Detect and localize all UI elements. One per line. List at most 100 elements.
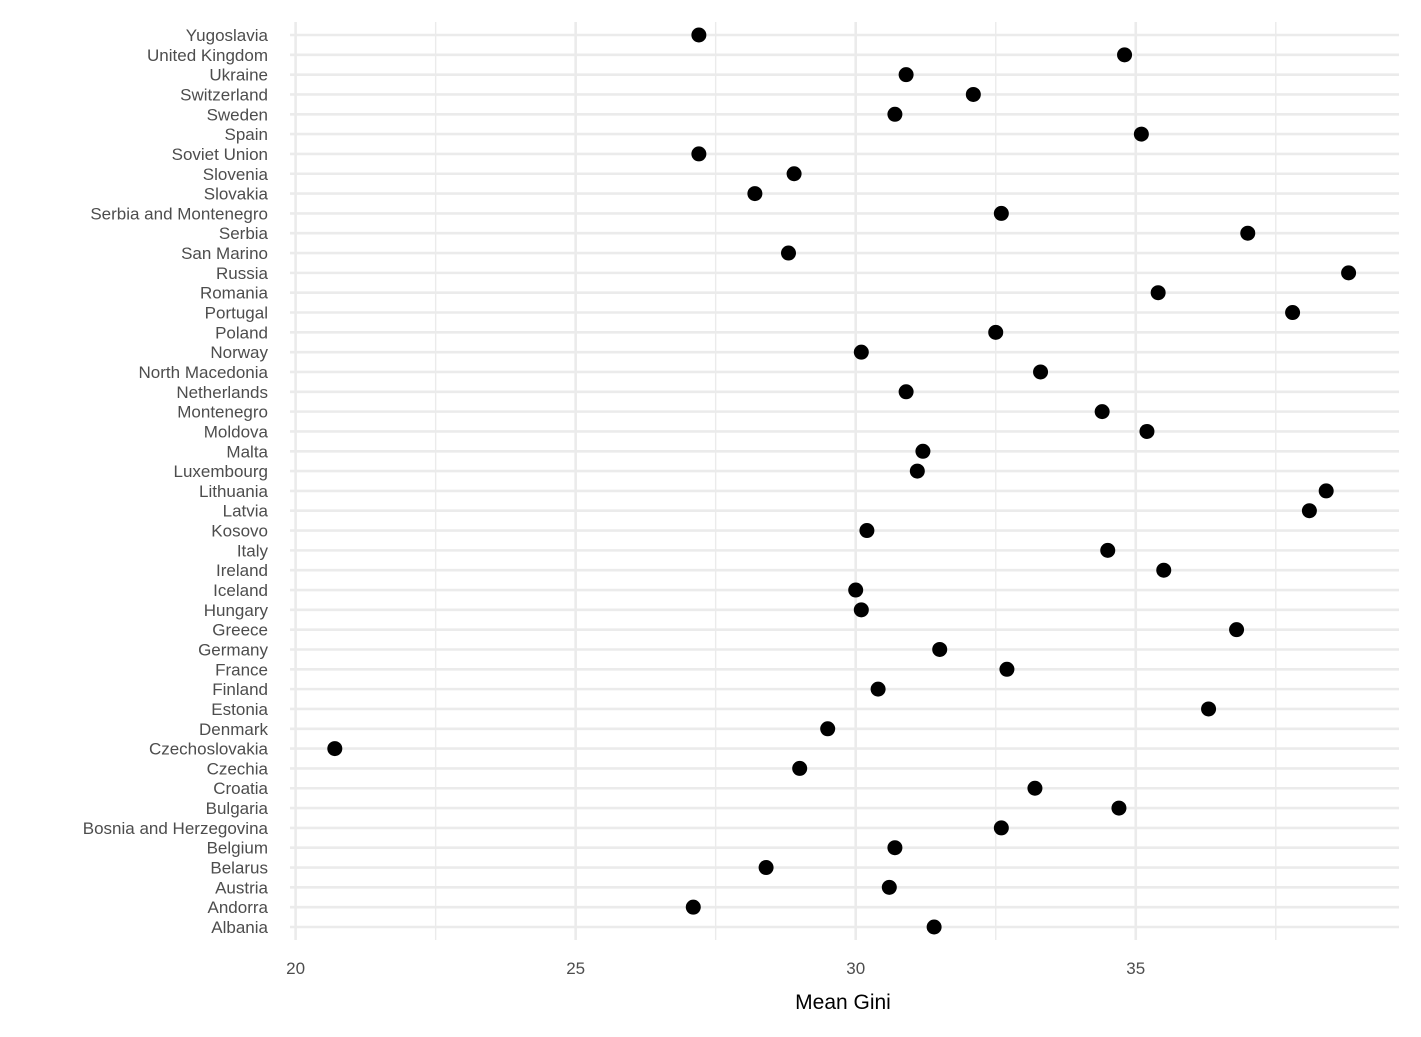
y-tick-label: Russia (216, 264, 269, 283)
data-point (1117, 47, 1133, 63)
data-point (926, 919, 942, 935)
data-point (1150, 285, 1166, 301)
data-points (327, 27, 1357, 935)
y-tick-label: Bosnia and Herzegovina (83, 819, 269, 838)
data-point (898, 384, 914, 400)
y-tick-label: Latvia (223, 502, 269, 521)
y-tick-label: Andorra (208, 898, 269, 917)
data-point (870, 681, 886, 697)
y-tick-label: Serbia and Montenegro (90, 204, 268, 223)
data-point (853, 602, 869, 618)
data-point (1156, 562, 1172, 578)
y-tick-label: Austria (215, 878, 268, 897)
data-point (1100, 542, 1116, 558)
data-point (820, 721, 836, 737)
data-point (758, 860, 774, 876)
y-tick-label: Albania (211, 918, 268, 937)
data-point (1133, 126, 1149, 142)
data-point (859, 523, 875, 539)
y-tick-label: Iceland (213, 581, 268, 600)
y-tick-label: Soviet Union (172, 145, 268, 164)
data-point (1111, 800, 1127, 816)
x-axis-title: Mean Gini (795, 991, 891, 1014)
y-tick-label: Sweden (207, 105, 268, 124)
data-point (993, 820, 1009, 836)
y-tick-label: Kosovo (211, 522, 268, 541)
data-point (993, 205, 1009, 221)
y-tick-label: Slovenia (203, 165, 269, 184)
data-point (786, 166, 802, 182)
y-tick-label: Romania (200, 284, 269, 303)
y-axis-labels: AlbaniaAndorraAustriaBelarusBelgiumBosni… (83, 26, 269, 937)
y-tick-label: Hungary (204, 601, 269, 620)
y-tick-label: Germany (198, 640, 268, 659)
data-point (965, 86, 981, 102)
data-point (1285, 305, 1301, 321)
data-point (685, 899, 701, 915)
y-tick-label: Moldova (204, 422, 269, 441)
grid-layer (290, 22, 1399, 940)
x-tick-label: 35 (1126, 959, 1145, 978)
y-tick-label: Italy (237, 541, 269, 560)
y-tick-label: Lithuania (199, 482, 269, 501)
data-point (1027, 780, 1043, 796)
x-tick-label: 25 (566, 959, 585, 978)
data-point (898, 67, 914, 83)
y-tick-label: Czechia (207, 759, 269, 778)
y-tick-label: Belgium (207, 839, 268, 858)
y-tick-label: Montenegro (177, 403, 268, 422)
y-tick-label: Netherlands (176, 383, 268, 402)
y-tick-label: Yugoslavia (186, 26, 269, 45)
y-tick-label: Belarus (210, 859, 268, 878)
y-tick-label: Portugal (205, 304, 268, 323)
y-tick-label: Malta (226, 442, 268, 461)
y-tick-label: Poland (215, 323, 268, 342)
y-tick-label: United Kingdom (147, 46, 268, 65)
data-point (848, 582, 864, 598)
y-tick-label: Bulgaria (206, 799, 269, 818)
data-point (1094, 404, 1110, 420)
y-tick-label: Slovakia (204, 185, 269, 204)
data-point (691, 146, 707, 162)
data-point (691, 27, 707, 43)
data-point (988, 324, 1004, 340)
data-point (887, 840, 903, 856)
data-point (1139, 423, 1155, 439)
data-point (780, 245, 796, 261)
y-tick-label: Switzerland (180, 85, 268, 104)
y-tick-label: Luxembourg (173, 462, 268, 481)
y-tick-label: Estonia (211, 700, 268, 719)
y-tick-label: Denmark (199, 720, 268, 739)
y-tick-label: Ireland (216, 561, 268, 580)
data-point (915, 443, 931, 459)
y-tick-label: France (215, 660, 268, 679)
y-tick-label: Spain (225, 125, 268, 144)
data-point (853, 344, 869, 360)
data-point (1033, 364, 1049, 380)
y-tick-label: Serbia (219, 224, 269, 243)
data-point (999, 661, 1015, 677)
x-tick-label: 30 (846, 959, 865, 978)
y-tick-label: Ukraine (209, 66, 268, 85)
y-tick-label: Croatia (213, 779, 268, 798)
y-tick-label: North Macedonia (139, 363, 269, 382)
data-point (887, 106, 903, 122)
data-point (747, 186, 763, 202)
data-point (1201, 701, 1217, 717)
x-axis-labels: 20 25 30 35 (286, 959, 1145, 978)
y-tick-label: Finland (212, 680, 268, 699)
data-point (1240, 225, 1256, 241)
data-point (1301, 503, 1317, 519)
data-point (327, 741, 343, 757)
y-tick-label: Greece (212, 621, 268, 640)
data-point (792, 760, 808, 776)
data-point (1229, 622, 1245, 638)
data-point (932, 641, 948, 657)
y-tick-label: Norway (210, 343, 268, 362)
data-point (1318, 483, 1334, 499)
y-tick-label: Czechoslovakia (149, 740, 269, 759)
data-point (909, 463, 925, 479)
data-point (1341, 265, 1357, 281)
data-point (881, 879, 897, 895)
